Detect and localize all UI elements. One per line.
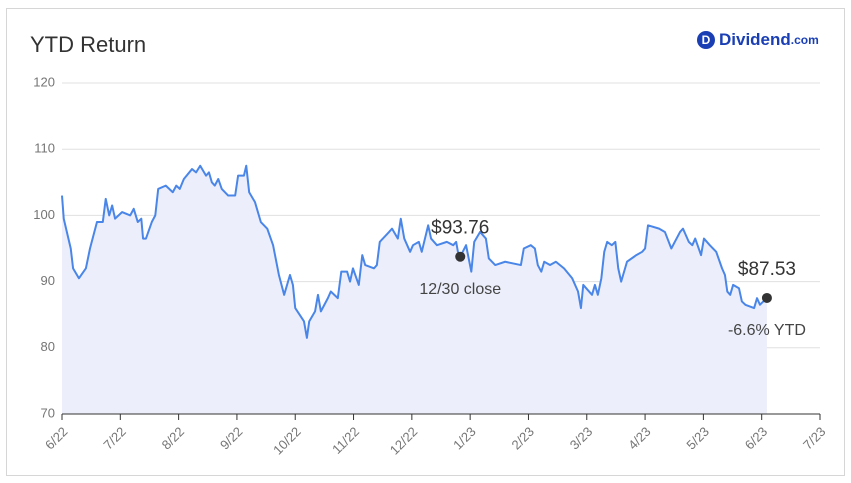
y-tick-label: 90 — [41, 273, 55, 288]
brand-icon-circle — [697, 31, 715, 49]
line — [61, 164, 768, 339]
annotation-dot — [761, 292, 772, 303]
y-tick-label: 110 — [34, 141, 55, 156]
area — [62, 165, 767, 414]
annotation-note: -6.6% YTD — [728, 322, 806, 339]
y-tick-label: 100 — [33, 207, 55, 222]
brand-suffix: .com — [791, 33, 819, 47]
y-tick-label: 80 — [41, 339, 55, 354]
brand-icon: D — [702, 33, 711, 47]
annotation-dot — [455, 251, 466, 262]
brand-name: Dividend.com — [719, 30, 819, 49]
brand-name-text: Dividend — [719, 30, 791, 49]
y-tick-label: 70 — [41, 405, 55, 420]
annotation-label: $87.53 — [738, 259, 796, 280]
annotation-label: $93.76 — [431, 218, 489, 239]
annotation-note: 12/30 close — [419, 281, 501, 298]
chart-title: YTD Return — [30, 32, 146, 57]
y-tick-label: 120 — [33, 74, 55, 89]
